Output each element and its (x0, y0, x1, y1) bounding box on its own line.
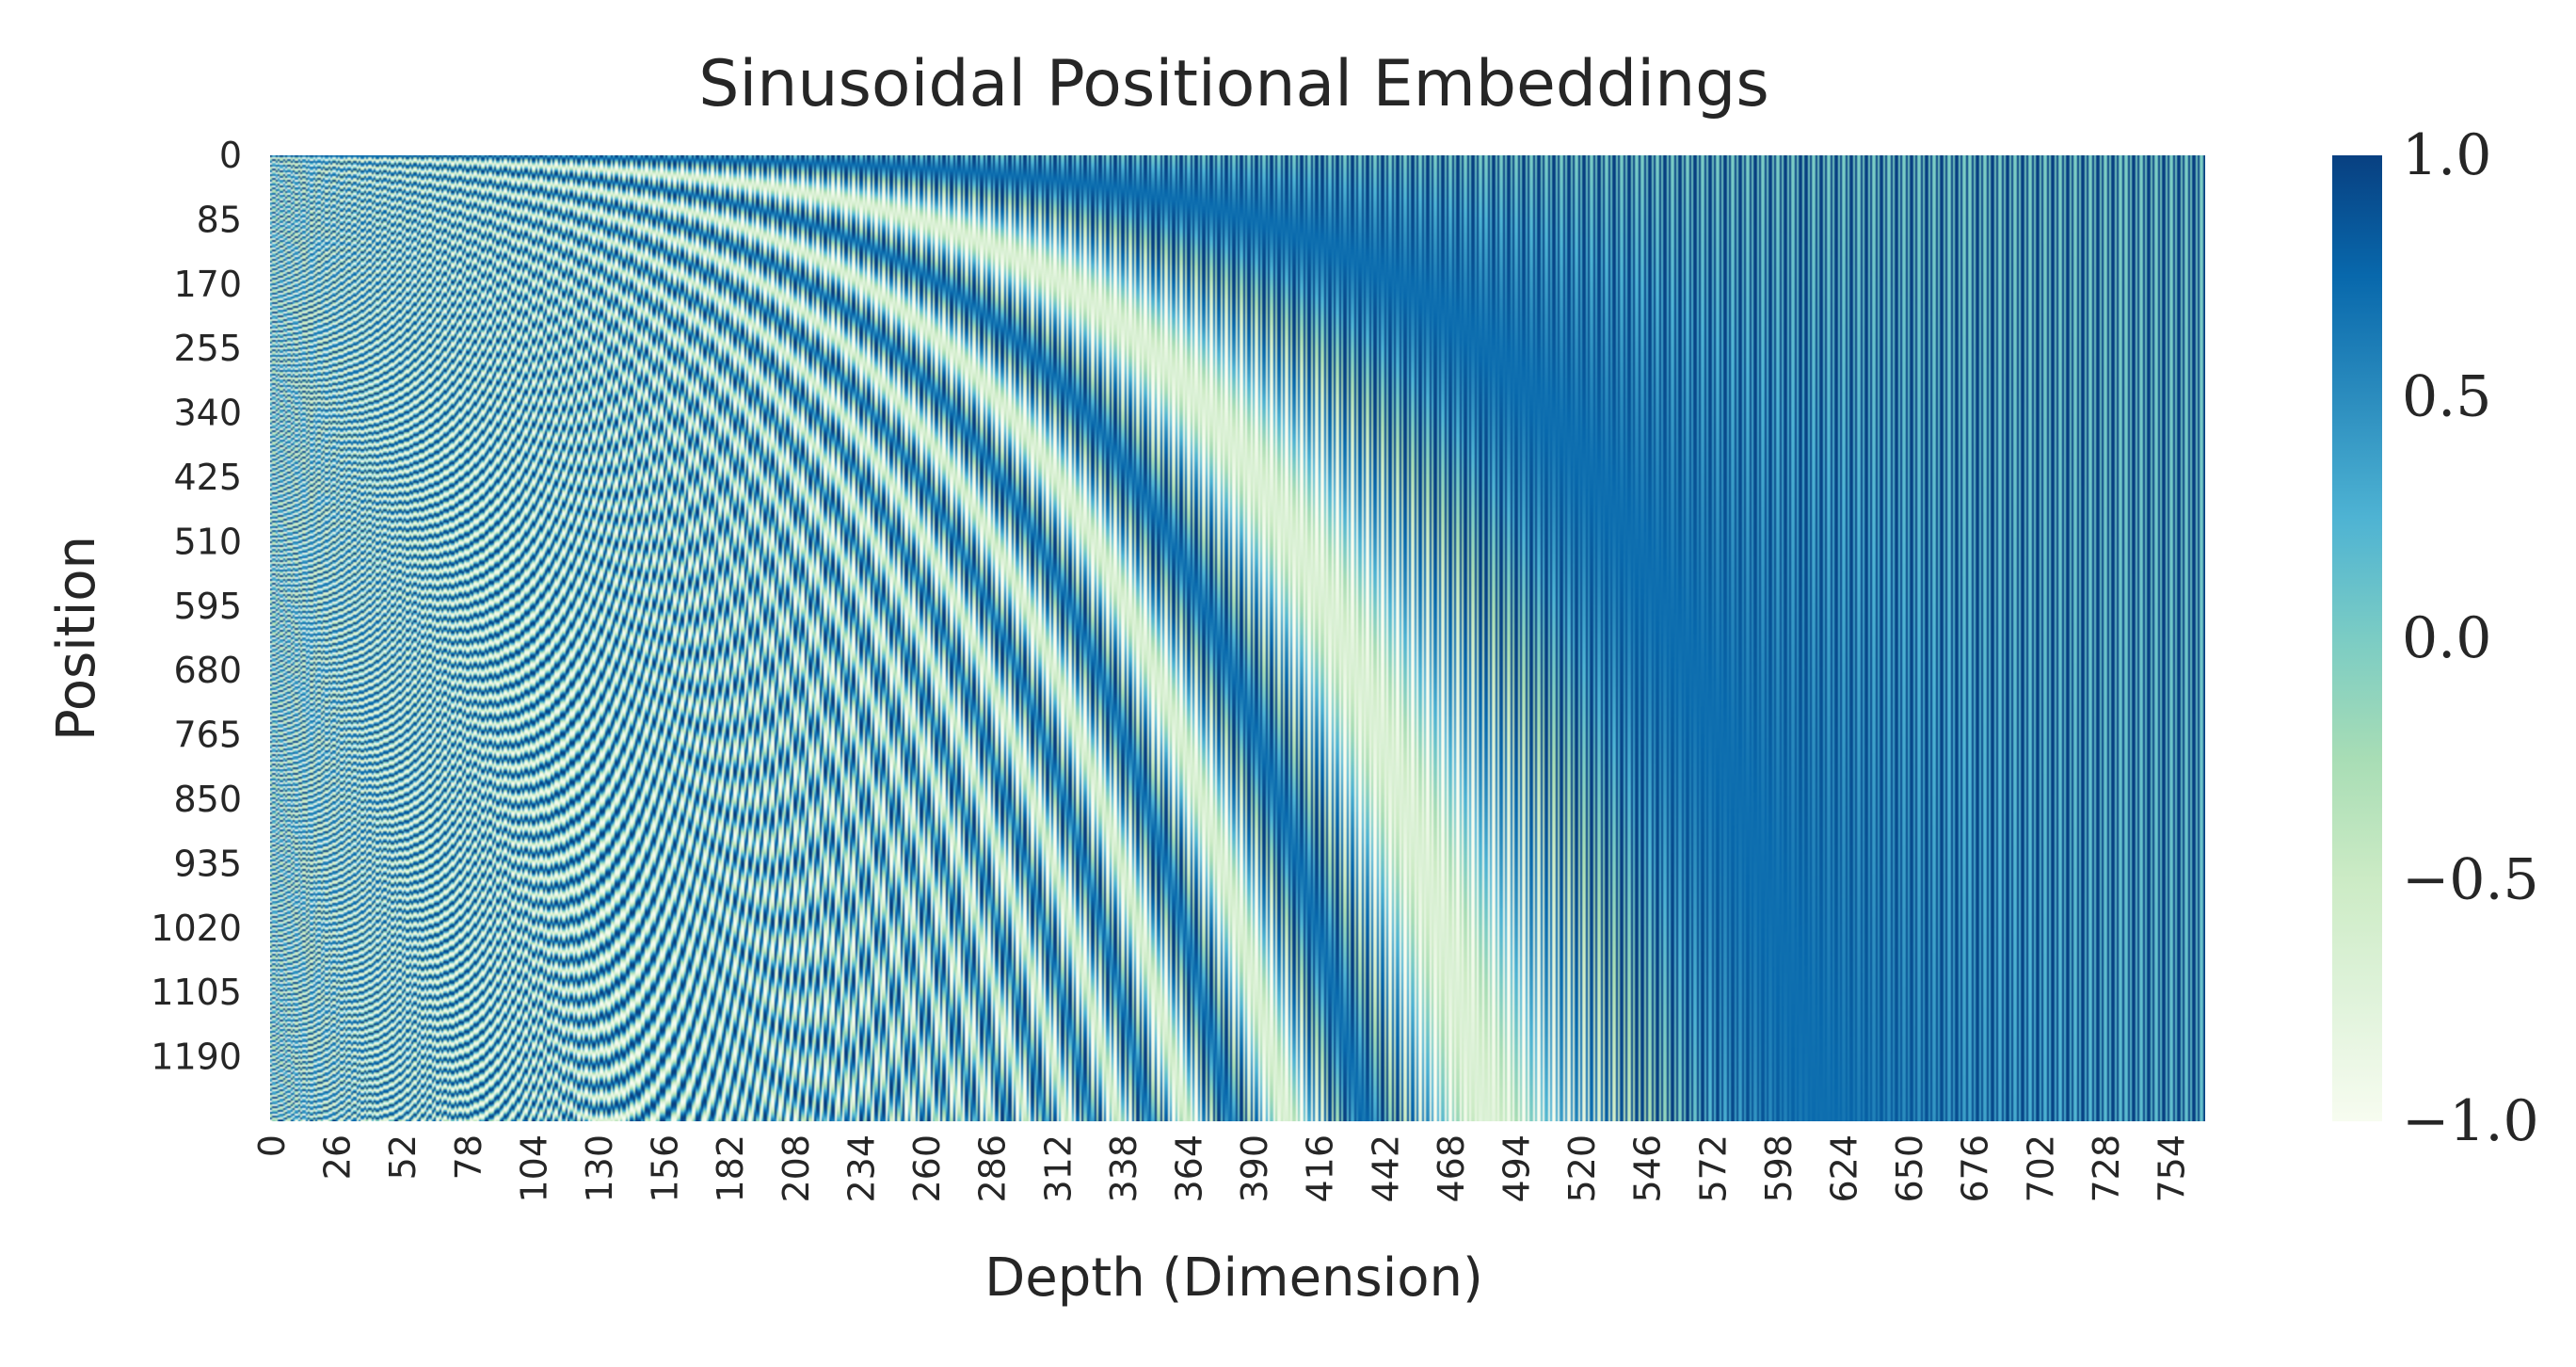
x-tick-label: 364 (1168, 1134, 1209, 1203)
x-tick-label: 390 (1234, 1134, 1275, 1203)
x-tick-label: 624 (1824, 1134, 1865, 1203)
x-tick-label: 702 (2020, 1134, 2061, 1203)
y-tick-label: 765 (173, 715, 242, 756)
colorbar-tick-label: −1.0 (2402, 1088, 2539, 1154)
y-tick-label: 510 (173, 521, 242, 562)
y-tick-label: 170 (173, 264, 242, 305)
x-tick-label: 0 (251, 1134, 293, 1157)
y-tick-label: 1105 (151, 972, 242, 1013)
x-tick-label: 156 (645, 1134, 686, 1203)
y-tick-label: 595 (173, 586, 242, 627)
y-tick-label: 680 (173, 650, 242, 691)
x-tick-label: 598 (1758, 1134, 1800, 1203)
y-tick-label: 0 (219, 135, 242, 176)
y-tick-label: 1020 (151, 908, 242, 949)
x-tick-label: 234 (840, 1134, 882, 1203)
heatmap-area (270, 155, 2205, 1121)
x-tick-label: 754 (2152, 1134, 2193, 1203)
x-tick-label: 546 (1627, 1134, 1669, 1203)
x-tick-label: 260 (906, 1134, 948, 1203)
heatmap-canvas (270, 155, 2205, 1121)
x-tick-label: 572 (1692, 1134, 1734, 1203)
x-tick-label: 208 (776, 1134, 817, 1203)
x-tick-label: 312 (1037, 1134, 1079, 1203)
y-tick-label: 935 (173, 843, 242, 884)
x-tick-label: 104 (513, 1134, 554, 1203)
colorbar (2332, 155, 2382, 1121)
x-tick-label: 728 (2086, 1134, 2127, 1203)
x-tick-label: 286 (972, 1134, 1014, 1203)
colorbar-tick-labels: 1.0 0.5 0.0 −0.5 −1.0 (2402, 122, 2539, 1154)
x-tick-label: 468 (1431, 1134, 1472, 1203)
colorbar-tick-label: 0.5 (2402, 364, 2491, 430)
y-axis-label: Position (46, 536, 107, 741)
y-tick-label: 850 (173, 779, 242, 820)
x-tick-label: 52 (382, 1134, 424, 1180)
x-tick-label: 78 (448, 1134, 489, 1180)
y-tick-labels: 0 85 170 255 340 425 510 595 680 765 850 935 1020 110… (151, 135, 242, 1078)
y-tick-label: 340 (173, 393, 242, 434)
x-tick-label: 520 (1561, 1134, 1603, 1203)
x-tick-label: 494 (1496, 1134, 1537, 1203)
colorbar-tick-label: −0.5 (2402, 847, 2539, 913)
x-tick-label: 442 (1365, 1134, 1406, 1203)
colorbar-tick-label: 1.0 (2402, 122, 2491, 188)
x-tick-label: 130 (579, 1134, 620, 1203)
x-axis-label: Depth (Dimension) (984, 1247, 1483, 1309)
x-tick-label: 676 (1955, 1134, 1996, 1203)
y-tick-label: 1190 (151, 1037, 242, 1078)
x-tick-label: 338 (1103, 1134, 1144, 1203)
y-tick-label: 255 (173, 328, 242, 369)
x-tick-label: 650 (1889, 1134, 1930, 1203)
y-tick-label: 425 (173, 457, 242, 498)
x-tick-label: 26 (317, 1134, 359, 1180)
y-tick-label: 85 (197, 199, 242, 240)
chart-title: Sinusoidal Positional Embeddings (698, 47, 1769, 121)
colorbar-tick-label: 0.0 (2402, 605, 2491, 671)
x-tick-label: 416 (1300, 1134, 1341, 1203)
x-tick-label: 182 (710, 1134, 751, 1203)
x-tick-labels: 0 26 52 78 104 130 156 182 208 234 260 286 312 338 364… (251, 1134, 2193, 1203)
